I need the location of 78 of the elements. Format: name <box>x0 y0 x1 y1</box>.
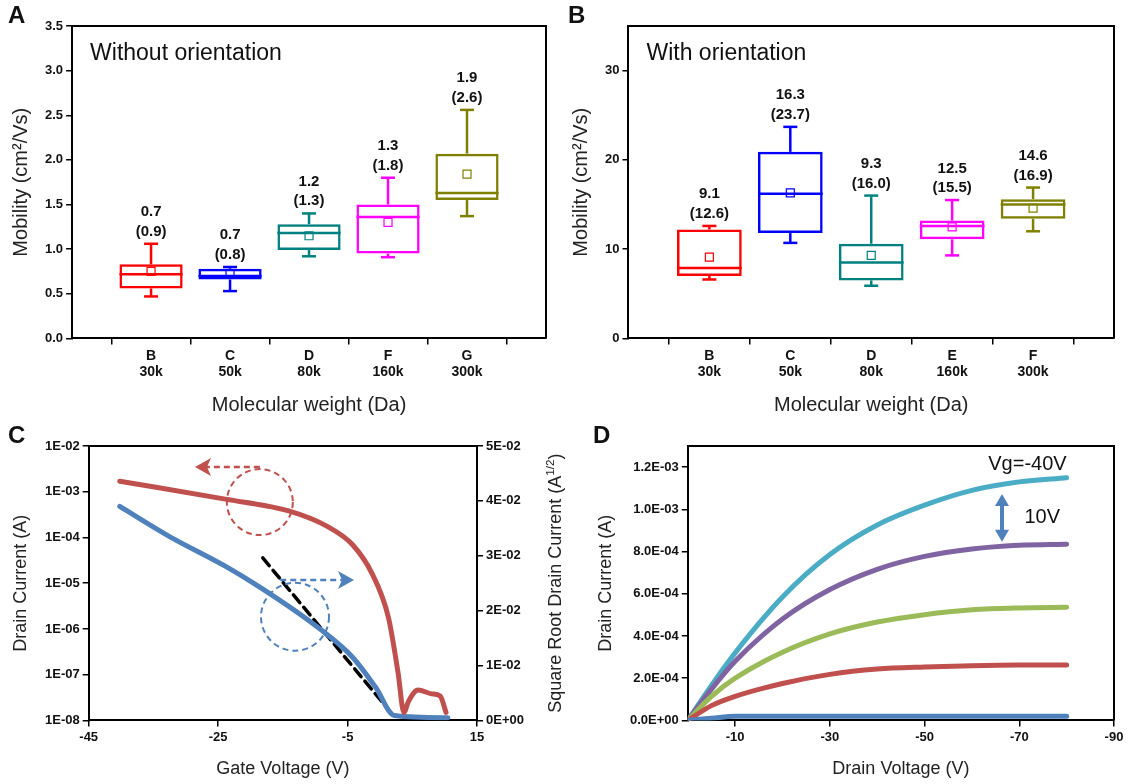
y-tick-label: 20 <box>604 151 620 167</box>
x-axis-title: Molecular weight (Da) <box>773 393 969 415</box>
x-tick-label: D 80k <box>859 346 884 380</box>
annotation: Vg=-40V <box>988 451 1068 474</box>
x-tick-label: D 80k <box>297 346 321 380</box>
x-tick-label: -5 <box>341 728 354 744</box>
annotation: 0.7 (0.8) <box>214 225 246 262</box>
y-axis-title: Drain Current (A) <box>595 514 616 652</box>
x-axis-title: Drain Voltage (V) <box>832 758 970 779</box>
x-tick-label: -70 <box>1009 728 1029 744</box>
y2-tick-label: 1E-02 <box>486 657 521 673</box>
y-tick-label: 2.0 <box>44 151 64 167</box>
x-tick-label: C 50k <box>778 346 803 380</box>
y-tick-label: 6.0E-04 <box>633 585 680 601</box>
y2-tick-label: 5E-02 <box>486 437 521 453</box>
text: B <box>568 0 586 28</box>
y-axis-title: Mobility (cm²/Vs) <box>9 107 31 257</box>
y-tick-label: 4.0E-04 <box>633 627 680 643</box>
y-tick-label: 1.5 <box>44 196 64 212</box>
y-tick-label: 2.0E-04 <box>633 669 680 685</box>
y-tick-label: 0.0E+00 <box>630 711 679 727</box>
y-tick-label: 1E-02 <box>44 437 80 453</box>
y-tick-label: 0 <box>612 329 620 345</box>
annotation: 0.7 (0.9) <box>135 202 167 239</box>
x-axis-title: Gate Voltage (V) <box>216 758 350 779</box>
y-tick-label: 0.5 <box>44 285 64 301</box>
x-tick-label: F 300k <box>1017 346 1049 380</box>
y-tick-label: 30 <box>604 62 620 78</box>
annotation: 14.6 (16.9) <box>1013 146 1053 183</box>
y-tick-label: 1E-05 <box>44 574 80 590</box>
annotation: 12.5 (15.5) <box>932 158 972 196</box>
x-tick-label: -30 <box>820 728 840 744</box>
annotation: 1.9 (2.6) <box>451 68 483 105</box>
y2-tick-label: 3E-02 <box>486 547 521 563</box>
y2-tick-label: 2E-02 <box>486 602 521 618</box>
x-tick-label: -25 <box>208 728 228 744</box>
y-tick-label: 10 <box>604 240 620 256</box>
text: With orientation <box>646 38 807 65</box>
y-tick-label: 0.0 <box>44 329 64 345</box>
x-tick-label: 15 <box>469 728 485 744</box>
x-axis-title: Molecular weight (Da) <box>211 393 407 415</box>
y2-tick-label: 0E+00 <box>486 711 524 727</box>
x-tick-label: C 50k <box>218 346 242 380</box>
y-axis-title: Mobility (cm²/Vs) <box>569 107 591 257</box>
text: C <box>8 420 26 448</box>
y2-tick-label: 4E-02 <box>486 492 521 508</box>
x-tick-label: B 30k <box>697 346 722 380</box>
y-axis-title: Drain Current (A) <box>10 514 31 652</box>
annotation: 10V <box>1024 504 1061 527</box>
x-tick-label: F 160k <box>372 346 404 380</box>
x-tick-label: -90 <box>1104 728 1124 744</box>
text: A <box>8 0 26 28</box>
annotation: 1.3 (1.8) <box>372 136 404 173</box>
y-tick-label: 1E-04 <box>44 529 81 545</box>
annotation: 1.2 (1.3) <box>293 171 325 209</box>
y-tick-label: 1.0E-03 <box>633 500 679 516</box>
y-tick-label: 3.0 <box>44 62 64 78</box>
annotation: 16.3 (23.7) <box>770 85 810 122</box>
annotation: 9.1 (12.6) <box>689 184 729 221</box>
y-tick-label: 8.0E-04 <box>633 543 680 559</box>
y-tick-label: 1E-07 <box>44 666 80 682</box>
annotation: 9.3 (16.0) <box>851 154 891 191</box>
x-tick-label: G 300k <box>451 346 483 380</box>
y-tick-label: 2.5 <box>44 106 64 122</box>
y-tick-label: 1E-08 <box>44 711 80 727</box>
x-tick-label: -45 <box>79 728 99 744</box>
text: D <box>593 420 611 448</box>
text: Without orientation <box>90 38 282 65</box>
y-tick-label: 1.2E-03 <box>633 458 679 474</box>
x-tick-label: -50 <box>915 728 934 744</box>
x-tick-label: E 160k <box>936 346 968 380</box>
y-tick-label: 3.5 <box>44 17 64 33</box>
y2-axis-title: Square Root Drain Current (A1/2) <box>543 453 566 713</box>
x-tick-label: -10 <box>725 728 745 744</box>
x-tick-label: B 30k <box>139 346 163 380</box>
y-tick-label: 1E-06 <box>44 620 80 636</box>
y-tick-label: 1.0 <box>44 240 64 256</box>
y-tick-label: 1E-03 <box>44 483 80 499</box>
